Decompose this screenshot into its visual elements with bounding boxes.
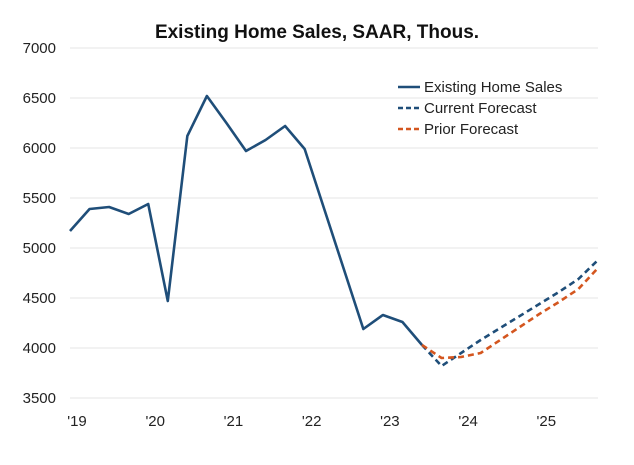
y-tick-label: 4500 <box>23 290 56 307</box>
x-axis: '19 '20 '21 '22 '23 '24 '25 <box>67 413 556 430</box>
grid-layer <box>70 47 598 399</box>
y-tick-label: 6000 <box>23 140 56 157</box>
x-tick-label: '23 <box>380 413 400 430</box>
series-existing-home-sales <box>69 94 423 346</box>
x-tick-label: '20 <box>145 413 165 430</box>
x-tick-label: '22 <box>302 413 322 430</box>
x-tick-label: '24 <box>458 413 478 430</box>
x-tick-label: '25 <box>537 413 557 430</box>
y-tick-label: 6500 <box>23 90 56 107</box>
y-tick-label: 4000 <box>23 340 56 357</box>
legend-label-prior-forecast: Prior Forecast <box>424 121 519 138</box>
y-axis: 3500 4000 4500 5000 5500 6000 6500 7000 <box>23 40 56 407</box>
x-tick-label: '19 <box>67 413 87 430</box>
y-tick-label: 5000 <box>23 240 56 257</box>
chart-title: Existing Home Sales, SAAR, Thous. <box>154 22 480 43</box>
series-prior-forecast <box>421 267 599 360</box>
legend-label-current-forecast: Current Forecast <box>424 100 537 117</box>
x-tick-label: '21 <box>224 413 244 430</box>
legend-label-existing-home-sales: Existing Home Sales <box>424 79 562 96</box>
y-tick-label: 5500 <box>23 190 56 207</box>
series-current-forecast <box>421 259 599 368</box>
y-tick-label: 7000 <box>23 40 56 57</box>
legend: Existing Home Sales Current Forecast Prior… <box>398 79 562 138</box>
y-tick-label: 3500 <box>23 390 56 407</box>
series-layer <box>69 94 599 368</box>
